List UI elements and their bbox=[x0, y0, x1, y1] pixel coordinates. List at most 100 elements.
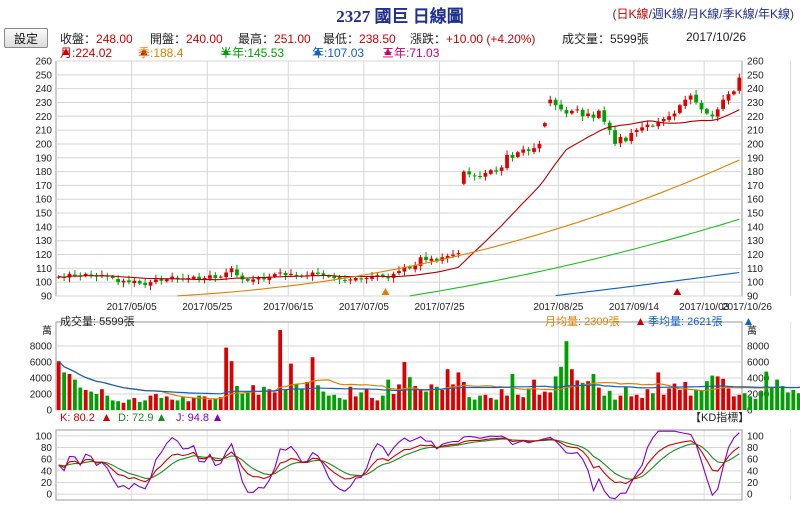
candle-body bbox=[424, 256, 428, 261]
period-link-4[interactable]: 年K線 bbox=[757, 7, 790, 21]
volume-bar bbox=[343, 399, 347, 410]
candle-body bbox=[159, 278, 164, 281]
candle-body bbox=[326, 275, 331, 277]
candle-body bbox=[542, 123, 547, 127]
volume-bar bbox=[283, 390, 288, 410]
period-link-0[interactable]: 日K線 bbox=[616, 7, 649, 21]
volume-legend: 成交量: 5599張 bbox=[60, 314, 135, 328]
volume-bar bbox=[440, 390, 445, 410]
volume-bar bbox=[191, 398, 196, 410]
volume-bar bbox=[667, 388, 671, 410]
kd-panel bbox=[55, 429, 743, 501]
candle-body bbox=[143, 282, 148, 285]
low-value: 238.50 bbox=[359, 32, 396, 46]
kd-tick-left: 100 bbox=[35, 431, 52, 442]
candle-body bbox=[132, 280, 137, 284]
volume-bar bbox=[326, 395, 331, 410]
volume-bar bbox=[262, 386, 266, 410]
candle-body bbox=[559, 104, 563, 110]
volume-bar bbox=[132, 398, 137, 410]
candle-body bbox=[278, 272, 283, 274]
price-tick-right: 150 bbox=[747, 209, 764, 220]
candle-body bbox=[83, 273, 88, 276]
volume-bar bbox=[564, 341, 569, 410]
price-tick-left: 160 bbox=[35, 195, 52, 206]
kd-tick-left: 40 bbox=[41, 466, 53, 477]
price-tick-right: 260 bbox=[747, 57, 764, 68]
price-panel bbox=[55, 60, 743, 297]
kd-d-legend: D: 72.9 bbox=[118, 412, 153, 424]
volume-bar bbox=[386, 379, 391, 410]
candle-body bbox=[667, 116, 671, 120]
settings-button[interactable]: 設定 bbox=[4, 28, 48, 48]
price-tick-left: 100 bbox=[35, 278, 52, 289]
period-link-3[interactable]: 季K線 bbox=[722, 7, 755, 21]
candle-body bbox=[337, 277, 342, 280]
volume-bar bbox=[235, 386, 239, 410]
candle-body bbox=[175, 277, 180, 279]
kd-j-legend: J: 94.8 bbox=[176, 412, 209, 424]
volume-bar bbox=[618, 395, 623, 410]
volume-bar bbox=[67, 374, 72, 410]
candle-body bbox=[710, 114, 715, 117]
volume-bar bbox=[353, 396, 358, 410]
volume-bar bbox=[197, 395, 202, 410]
candle-body bbox=[208, 275, 212, 279]
volume-bar bbox=[537, 394, 542, 410]
candle-body bbox=[715, 109, 720, 117]
candle-body bbox=[429, 258, 434, 261]
marker-triangle-icon bbox=[673, 288, 682, 295]
candle-body bbox=[294, 274, 299, 276]
candle-body bbox=[494, 170, 499, 172]
volume-tick-right: 4000 bbox=[747, 374, 770, 385]
candle-body bbox=[699, 102, 704, 110]
volume-bar bbox=[704, 381, 709, 410]
candle-body bbox=[688, 95, 693, 100]
change-quote: 漲跌：+10.00 (+4.20%) bbox=[410, 32, 536, 46]
volume-bar bbox=[429, 384, 434, 410]
volume-bar bbox=[407, 377, 412, 410]
date-tick-label: 2017/07/05 bbox=[339, 302, 389, 313]
open-quote: 開盤：240.00 bbox=[150, 32, 223, 46]
period-link-1[interactable]: 週K線 bbox=[651, 7, 684, 21]
volume-bar bbox=[397, 384, 401, 410]
period-link-2[interactable]: 月K線 bbox=[687, 7, 720, 21]
candle-body bbox=[526, 149, 531, 151]
candle-body bbox=[224, 272, 229, 278]
volume-bar bbox=[623, 386, 628, 410]
volume-tick-left: 0 bbox=[46, 406, 52, 417]
close-value: 248.00 bbox=[96, 32, 133, 46]
volume-bar bbox=[337, 398, 342, 410]
volume-bar bbox=[488, 398, 493, 410]
volume-tick-left: 2000 bbox=[30, 390, 53, 401]
kd-tick-right: 40 bbox=[747, 466, 759, 477]
date-tick-label: 2017/05/25 bbox=[182, 302, 232, 313]
candle-body bbox=[483, 172, 488, 177]
candle-body bbox=[283, 272, 288, 276]
volume-bar bbox=[170, 399, 175, 410]
candle-body bbox=[488, 170, 493, 174]
volume-bar bbox=[370, 398, 374, 410]
volume-bar bbox=[305, 382, 310, 410]
volume-bar bbox=[542, 391, 547, 410]
ma-half-line bbox=[409, 218, 740, 297]
candle-body bbox=[575, 109, 580, 111]
candle-body bbox=[694, 94, 698, 103]
volume-tick-right: 8000 bbox=[747, 342, 770, 353]
candle-body bbox=[704, 109, 709, 114]
volume-tick-right: 2000 bbox=[747, 390, 770, 401]
kd-k-legend: K: 80.2 bbox=[60, 412, 95, 424]
ma-legend-item-0: 月:224.02 ▲ bbox=[60, 44, 113, 60]
volume-bar bbox=[791, 390, 796, 410]
candle-body bbox=[548, 99, 553, 104]
candle-body bbox=[375, 275, 380, 277]
chart-title: 2327 國巨 日線圖 bbox=[336, 7, 464, 26]
volume-bar bbox=[677, 390, 682, 410]
volume-bar bbox=[181, 397, 185, 410]
volume-bar bbox=[89, 391, 94, 410]
candle-body bbox=[170, 276, 175, 280]
candle-body bbox=[186, 278, 191, 280]
price-tick-left: 260 bbox=[35, 57, 52, 68]
candle-body bbox=[721, 99, 725, 109]
candle-body bbox=[467, 171, 472, 175]
